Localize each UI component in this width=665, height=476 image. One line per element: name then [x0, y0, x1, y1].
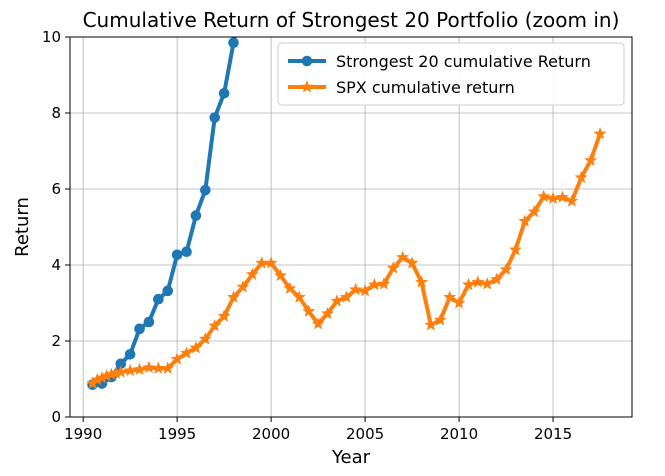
data-point	[358, 283, 372, 297]
data-point	[330, 294, 344, 307]
x-axis-label: Year	[331, 447, 371, 468]
data-point	[555, 190, 570, 203]
data-point	[584, 153, 598, 167]
data-point	[209, 112, 221, 123]
data-point	[245, 267, 259, 281]
data-point	[443, 290, 457, 303]
y-tick-label: 8	[51, 104, 61, 122]
data-point	[339, 290, 353, 303]
data-point	[424, 318, 438, 331]
y-tick-label: 10	[42, 28, 61, 46]
data-point	[179, 346, 194, 359]
y-tick-label: 4	[51, 256, 61, 274]
data-point	[132, 362, 147, 376]
y-tick-label: 0	[51, 408, 61, 426]
data-point	[490, 272, 504, 286]
data-point	[508, 242, 523, 256]
data-point	[320, 306, 335, 320]
data-point	[153, 293, 164, 305]
data-point	[461, 277, 476, 291]
plot-frame	[69, 36, 633, 418]
x-tick-label: 2000	[252, 425, 290, 443]
axis-ticks: 1990 1995 2000 2005 2010 2015 0 2 4 6 8 10	[42, 28, 572, 443]
y-tick-label: 2	[51, 332, 61, 350]
data-point	[218, 87, 230, 99]
data-point	[311, 316, 325, 330]
data-point	[518, 214, 532, 227]
data-point	[273, 268, 288, 282]
data-point	[433, 313, 447, 326]
legend-label: Strongest 20 cumulative Return	[336, 52, 591, 71]
data-point	[189, 340, 203, 354]
data-point	[480, 277, 494, 290]
data-point	[565, 194, 579, 207]
legend: Strongest 20 cumulative Return SPX cumula…	[277, 42, 625, 106]
data-point	[537, 189, 551, 203]
chart-title: Cumulative Return of Strongest 20 Portfo…	[83, 8, 620, 32]
data-point	[527, 204, 541, 218]
y-axis-label: Return	[12, 197, 33, 257]
y-tick-label: 6	[51, 180, 61, 198]
data-point	[546, 191, 560, 205]
data-point	[170, 352, 184, 365]
data-point	[143, 316, 155, 328]
data-point	[134, 323, 145, 335]
data-point	[574, 170, 588, 184]
x-tick-label: 2015	[534, 425, 572, 443]
data-point	[181, 246, 192, 257]
data-point	[264, 256, 278, 269]
data-point	[452, 296, 466, 309]
data-point	[200, 184, 211, 196]
data-point	[124, 349, 136, 360]
data-point	[228, 37, 239, 49]
x-tick-label: 1995	[158, 425, 196, 443]
x-tick-label: 2005	[346, 425, 384, 443]
legend-marker	[301, 55, 313, 67]
data-point	[396, 250, 410, 263]
data-point	[208, 318, 222, 332]
data-point	[499, 262, 513, 276]
grid-lines	[70, 36, 632, 418]
series-line	[90, 131, 603, 386]
legend-marker	[300, 80, 314, 93]
data-point	[171, 249, 183, 261]
data-point	[377, 277, 391, 290]
data-point	[162, 285, 174, 297]
data-point	[217, 309, 231, 322]
data-point	[236, 280, 250, 293]
legend-box	[277, 42, 625, 106]
data-point	[142, 360, 156, 374]
data-point	[386, 261, 400, 274]
data-point	[190, 210, 202, 221]
legend-label: SPX cumulative return	[336, 78, 515, 97]
data-point	[292, 290, 306, 303]
data-point	[161, 361, 175, 374]
data-point	[593, 126, 607, 140]
data-point	[405, 256, 419, 269]
data-point	[198, 332, 212, 345]
data-point	[123, 363, 137, 377]
data-point	[414, 275, 429, 288]
data-point	[226, 290, 241, 303]
data-point	[283, 281, 297, 295]
series-1	[85, 126, 607, 390]
data-point	[349, 282, 363, 296]
data-point	[302, 304, 316, 317]
x-tick-label: 2010	[440, 425, 478, 443]
series-layer	[85, 37, 607, 391]
data-point	[114, 365, 128, 378]
data-point	[471, 275, 485, 288]
x-tick-label: 1990	[64, 425, 102, 443]
